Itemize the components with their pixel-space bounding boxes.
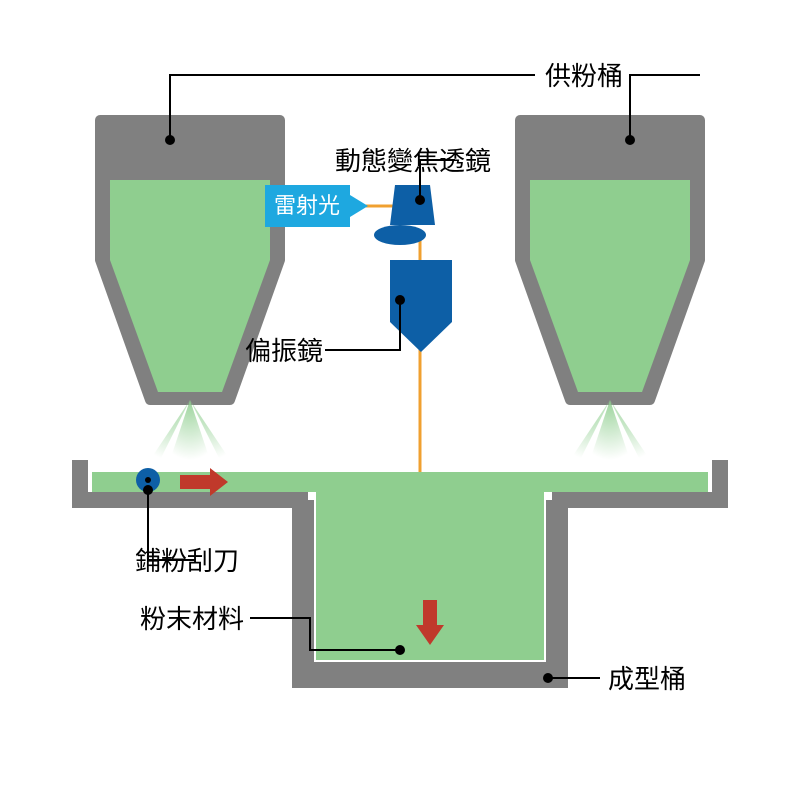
galvo-mirror-label: 偏振鏡 — [245, 336, 323, 366]
build-chamber-label: 成型桶 — [608, 664, 686, 694]
powder-material-label: 粉末材料 — [140, 604, 244, 634]
dynamic-focus-lens-label: 動態變焦透鏡 — [335, 146, 491, 176]
sls-process-diagram: 雷射光 供粉桶 動態變焦透鏡 偏振鏡 鋪粉刮刀 粉末材料 成型桶 — [0, 0, 800, 800]
recoater-blade-label: 鋪粉刮刀 — [135, 546, 239, 576]
powder-hopper-label: 供粉桶 — [545, 61, 623, 91]
laser-beam-label: 雷射光 — [274, 193, 340, 218]
